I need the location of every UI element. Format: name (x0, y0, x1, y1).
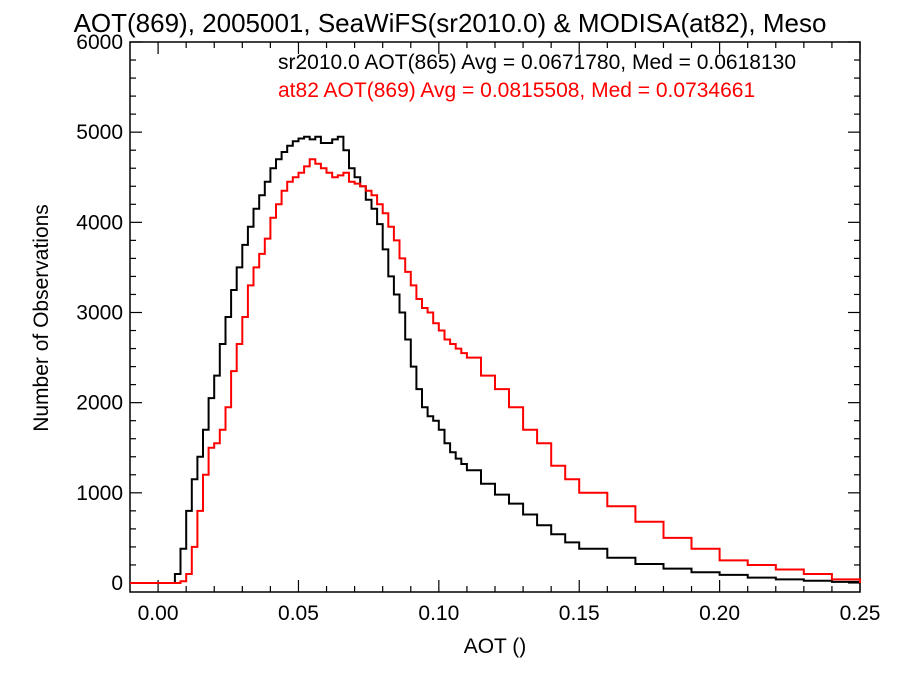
y-tick-label: 2000 (76, 392, 123, 415)
x-tick-label: 0.05 (278, 602, 319, 625)
y-tick-label: 1000 (76, 482, 123, 505)
series-1-stats-label: at82 AOT(869) Avg = 0.0815508, Med = 0.0… (278, 79, 755, 102)
x-tick-label: 0.25 (840, 602, 881, 625)
y-tick-label: 5000 (76, 121, 123, 144)
chart-title: AOT(869), 2005001, SeaWiFS(sr2010.0) & M… (74, 8, 827, 38)
x-tick-label: 0.10 (418, 602, 459, 625)
series-0-line (130, 135, 861, 584)
y-tick-label: 3000 (76, 301, 123, 324)
plot-frame (129, 41, 861, 593)
x-tick-label: 0.15 (559, 602, 600, 625)
x-axis: 0.00 0.05 0.10 0.15 0.20 0.25 (138, 42, 881, 625)
y-tick-label: 6000 (76, 31, 123, 54)
x-tick-label: 0.00 (138, 602, 179, 625)
x-axis-title: AOT () (464, 635, 527, 658)
y-axis: 0 1000 2000 3000 4000 5000 6000 (76, 31, 860, 595)
y-tick-label: 0 (111, 572, 123, 595)
series-lines (130, 135, 861, 584)
plot-border (129, 41, 861, 593)
y-axis-title: Number of Observations (30, 204, 53, 432)
series-1-line (130, 158, 861, 584)
x-tick-label: 0.20 (699, 602, 740, 625)
y-tick-label: 4000 (76, 211, 123, 234)
series-0-stats-label: sr2010.0 AOT(865) Avg = 0.0671780, Med =… (278, 51, 796, 74)
